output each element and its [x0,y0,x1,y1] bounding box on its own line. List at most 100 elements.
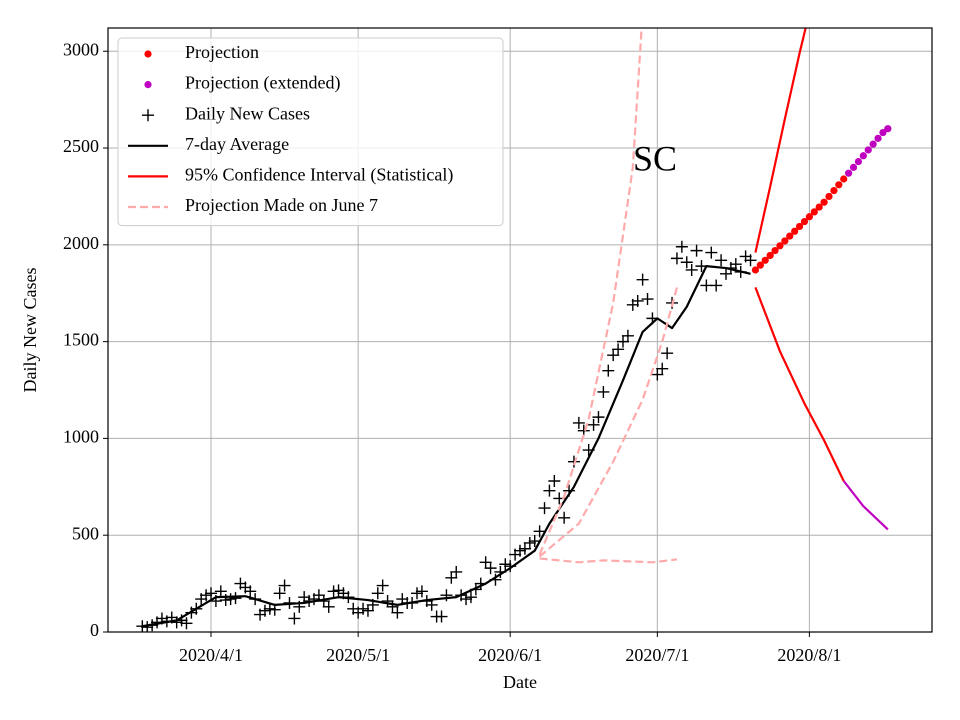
case-marker [361,604,374,617]
case-marker [523,536,536,549]
case-marker [710,279,723,292]
y-tick-label: 1500 [63,330,99,350]
series-line [538,28,643,555]
case-marker [675,240,688,253]
projection-point [859,152,867,160]
case-marker [720,267,732,280]
series-line [754,28,807,253]
case-marker [332,584,345,597]
case-marker [631,294,644,307]
case-marker [518,542,531,555]
case-marker [621,329,634,342]
projection-point [835,181,843,189]
case-marker [464,591,477,604]
case-marker [322,600,335,613]
projection-point [830,187,838,195]
series-line [539,557,678,564]
case-marker [528,535,541,548]
x-tick-label: 2020/7/1 [625,645,689,665]
y-tick-label: 3000 [63,39,99,59]
case-marker [460,593,473,606]
projection-point [815,203,823,211]
case-marker [391,606,404,619]
series-line [842,480,889,531]
case-marker [543,484,556,497]
case-marker [224,593,237,606]
case-marker [670,252,683,265]
projection-point [791,227,799,235]
projection-point [751,266,760,274]
y-tick-label: 1000 [63,427,99,447]
x-tick-label: 2020/8/1 [777,645,841,665]
projection-point [869,140,877,148]
case-marker [371,587,384,600]
case-marker [229,592,242,605]
y-tick-label: 2500 [63,136,99,156]
case-marker [661,347,674,360]
case-marker [690,244,703,257]
case-marker [450,565,463,578]
case-marker [263,602,276,615]
y-tick-label: 500 [72,523,99,543]
case-marker [479,556,492,569]
legend-label: Projection [185,42,259,62]
projection-point [840,175,848,183]
projection-point [820,198,828,206]
projection-point [761,256,769,264]
projection-point [879,128,887,137]
case-marker [214,585,227,598]
projection-point [825,192,833,201]
x-tick-label: 2020/4/1 [179,645,243,665]
case-marker [592,411,605,424]
projection-point [854,157,863,166]
x-tick-label: 2020/6/1 [478,645,542,665]
case-marker [425,598,438,611]
projection-point [884,125,892,133]
case-marker [484,562,497,575]
case-marker [685,263,698,276]
legend-label: Projection (extended) [185,73,340,94]
case-marker [415,585,428,598]
series-line [754,287,845,482]
case-marker [278,579,291,592]
projection-point [849,163,858,171]
case-marker [327,585,340,598]
projection-point [800,217,809,226]
case-marker [572,416,585,429]
legend-label: Daily New Cases [185,103,310,123]
case-marker [715,254,728,267]
case-marker [558,511,571,524]
case-marker [244,585,257,598]
y-axis-label: Daily New Cases [20,268,40,393]
case-marker [744,254,757,267]
y-tick-label: 0 [90,620,99,640]
legend-label: 7-day Average [185,134,289,154]
case-marker [612,343,625,356]
projection-point [766,251,774,260]
annotation: SC [633,138,677,178]
legend-label: Projection Made on June 7 [185,195,378,215]
case-marker [656,362,669,375]
projection-point [874,134,882,142]
projection-point [845,169,853,177]
case-marker [680,256,693,269]
legend: Projection Projection (extended) Daily New… [117,37,504,227]
case-marker [597,385,610,398]
case-marker [636,273,649,286]
case-marker [312,589,325,602]
axes-frame [107,27,933,633]
case-marker [602,364,615,377]
x-axis-label: Date [503,672,537,692]
case-marker [357,602,370,615]
case-marker [705,246,718,259]
case-marker [445,571,458,584]
legend-marker [144,81,152,89]
case-marker [170,616,183,629]
case-marker [435,610,448,623]
series-line [538,287,679,558]
case-marker [205,587,217,600]
projection-point [756,261,764,269]
projection-point [781,237,789,245]
case-marker [607,349,620,362]
